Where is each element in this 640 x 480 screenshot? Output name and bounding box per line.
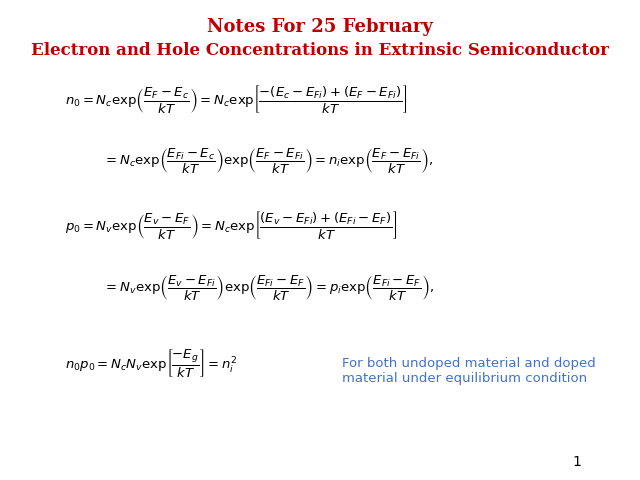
Text: Electron and Hole Concentrations in Extrinsic Semiconductor: Electron and Hole Concentrations in Extr… [31, 42, 609, 59]
Text: $= N_c \exp\!\left(\dfrac{E_{Fi} - E_c}{kT}\right)\exp\!\left(\dfrac{E_F - E_{Fi: $= N_c \exp\!\left(\dfrac{E_{Fi} - E_c}{… [104, 147, 434, 176]
Text: $n_0 p_0 = N_c N_v \exp\!\left[\dfrac{-E_g}{kT}\right] = n_i^2$: $n_0 p_0 = N_c N_v \exp\!\left[\dfrac{-E… [65, 348, 237, 379]
Text: $n_0 = N_c \exp\!\left(\dfrac{E_F - E_c}{kT}\right) = N_c \exp\!\left[\dfrac{-(E: $n_0 = N_c \exp\!\left(\dfrac{E_F - E_c}… [65, 83, 407, 115]
Text: $= N_v \exp\!\left(\dfrac{E_v - E_{Fi}}{kT}\right)\exp\!\left(\dfrac{E_{Fi} - E_: $= N_v \exp\!\left(\dfrac{E_v - E_{Fi}}{… [104, 274, 435, 302]
Text: 1: 1 [572, 455, 581, 469]
Text: For both undoped material and doped
material under equilibrium condition: For both undoped material and doped mate… [342, 357, 596, 385]
Text: Notes For 25 February: Notes For 25 February [207, 18, 433, 36]
Text: $p_0 = N_v \exp\!\left(\dfrac{E_v - E_F}{kT}\right) = N_c \exp\!\left[\dfrac{(E_: $p_0 = N_v \exp\!\left(\dfrac{E_v - E_F}… [65, 209, 397, 241]
